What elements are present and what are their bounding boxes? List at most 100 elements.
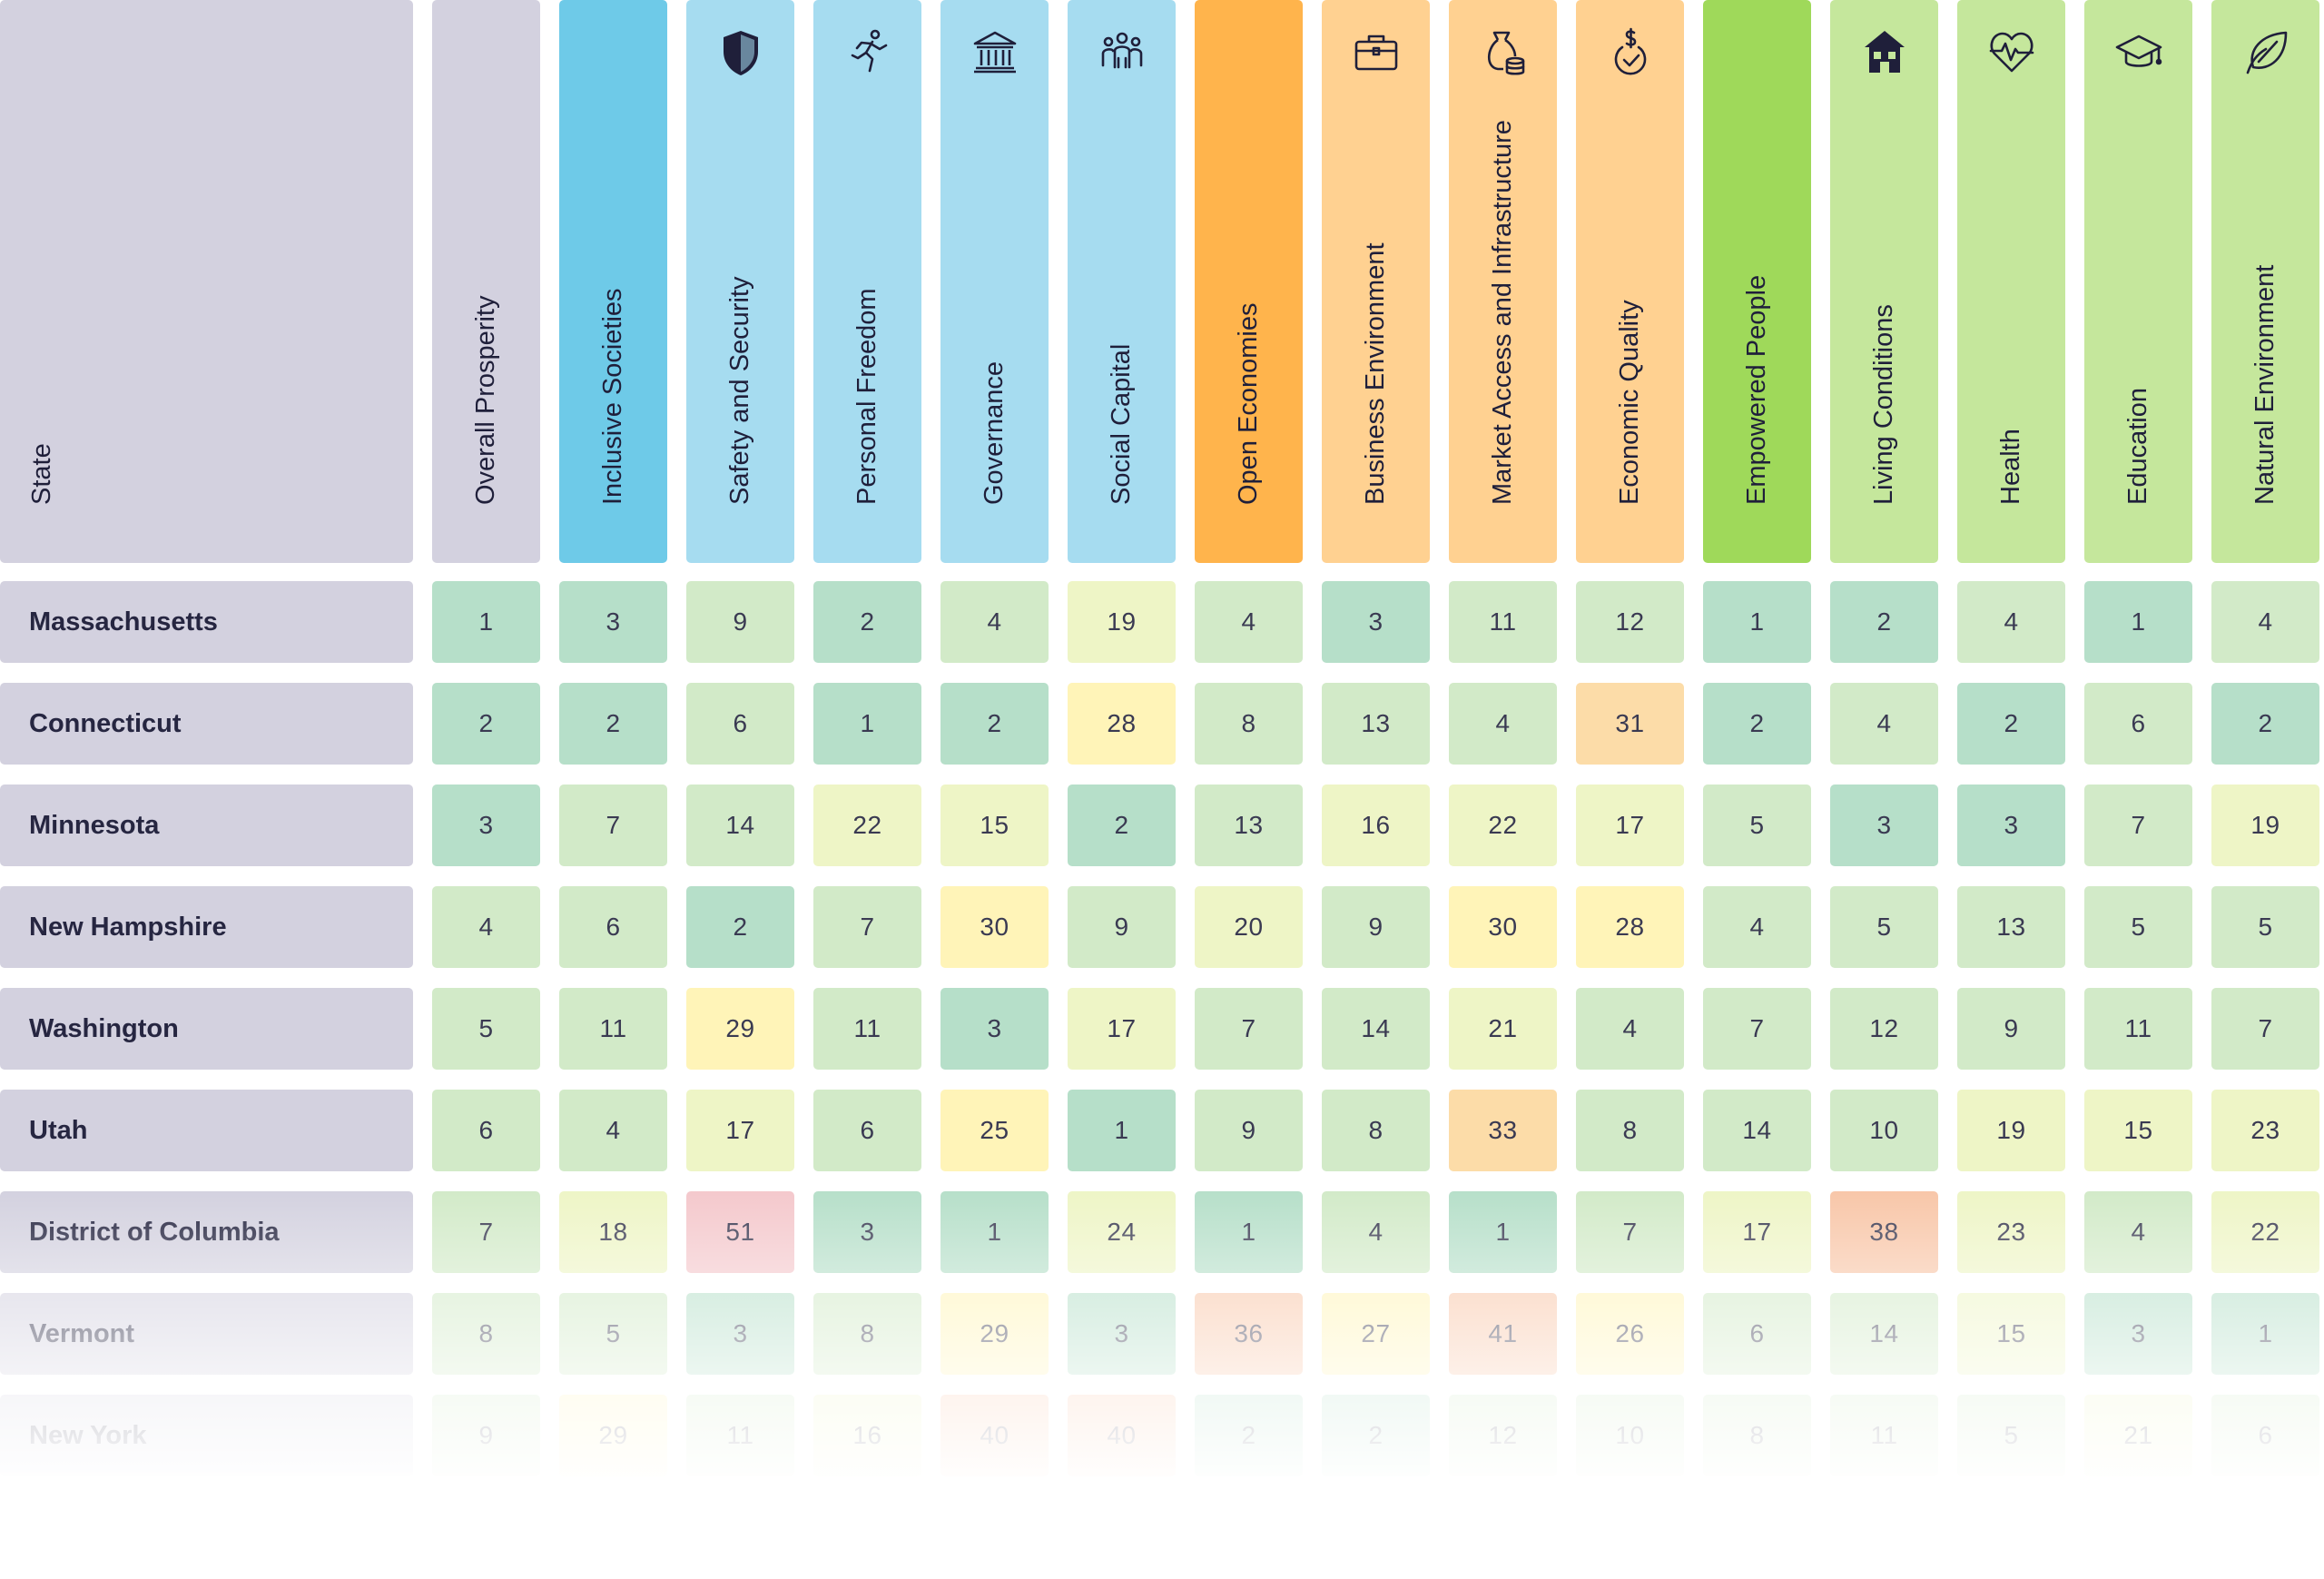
rank-cell-health: 4	[1957, 581, 2065, 663]
rank-cell-market: 33	[1449, 1090, 1557, 1171]
state-name-cell[interactable]: Connecticut	[0, 683, 413, 765]
rank-cell-natural: 22	[2211, 1191, 2319, 1273]
state-name-cell[interactable]: District of Columbia	[0, 1191, 413, 1273]
rank-cell-natural: 4	[2211, 581, 2319, 663]
column-header-label: Education	[2122, 388, 2152, 505]
column-header-label: Economic Quality	[1614, 300, 1644, 505]
state-name-cell[interactable]: Massachusetts	[0, 581, 413, 663]
heart-pulse-icon	[1986, 25, 2037, 80]
state-name-cell[interactable]: Minnesota	[0, 785, 413, 866]
column-header-social[interactable]: Social Capital	[1068, 0, 1176, 563]
column-header-freedom[interactable]: Personal Freedom	[813, 0, 921, 563]
rank-cell-freedom: 2	[813, 581, 921, 663]
rank-cell-governance: 25	[940, 1090, 1049, 1171]
rank-cell-open: 2	[1195, 1395, 1303, 1476]
column-header-market[interactable]: Market Access and Infrastructure	[1449, 0, 1557, 563]
rank-cell-economic: 4	[1576, 988, 1684, 1070]
rank-cell-health: 5	[1957, 1395, 2065, 1476]
rank-cell-overall: 5	[432, 988, 540, 1070]
house-icon	[1859, 25, 1910, 80]
rank-cell-health: 13	[1957, 886, 2065, 968]
rank-cell-overall: 2	[432, 683, 540, 765]
rank-cell-education: 11	[2084, 988, 2192, 1070]
rank-cell-market: 4	[1449, 683, 1557, 765]
column-header-safety[interactable]: Safety and Security	[686, 0, 794, 563]
rank-cell-market: 30	[1449, 886, 1557, 968]
rank-cell-governance: 29	[940, 1293, 1049, 1375]
column-header-overall[interactable]: Overall Prosperity	[432, 0, 540, 563]
rank-cell-market: 41	[1449, 1293, 1557, 1375]
rank-cell-open: 8	[1195, 683, 1303, 765]
people-group-icon	[1097, 25, 1147, 80]
rank-cell-overall: 1	[432, 581, 540, 663]
rank-cell-governance: 2	[940, 683, 1049, 765]
column-header-living[interactable]: Living Conditions	[1830, 0, 1938, 563]
rank-cell-overall: 6	[432, 1090, 540, 1171]
rank-cell-freedom: 1	[813, 683, 921, 765]
rank-cell-inclusive: 2	[559, 683, 667, 765]
rank-cell-social: 28	[1068, 683, 1176, 765]
rank-cell-safety: 9	[686, 581, 794, 663]
rank-cell-economic: 26	[1576, 1293, 1684, 1375]
rank-cell-social: 40	[1068, 1395, 1176, 1476]
rank-cell-natural: 5	[2211, 886, 2319, 968]
rank-cell-economic: 7	[1576, 1191, 1684, 1273]
rank-cell-education: 5	[2084, 886, 2192, 968]
rank-cell-economic: 8	[1576, 1090, 1684, 1171]
rank-cell-education: 4	[2084, 1191, 2192, 1273]
rank-cell-freedom: 11	[813, 988, 921, 1070]
rank-cell-safety: 17	[686, 1090, 794, 1171]
column-header-inclusive[interactable]: Inclusive Societies	[559, 0, 667, 563]
rank-cell-open: 13	[1195, 785, 1303, 866]
rank-cell-empowered: 17	[1703, 1191, 1811, 1273]
rank-cell-governance: 3	[940, 988, 1049, 1070]
rank-cell-empowered: 14	[1703, 1090, 1811, 1171]
rank-cell-business: 27	[1322, 1293, 1430, 1375]
column-header-label: Governance	[979, 361, 1009, 505]
column-header-empowered[interactable]: Empowered People	[1703, 0, 1811, 563]
column-header-business[interactable]: Business Environment	[1322, 0, 1430, 563]
rank-cell-living: 12	[1830, 988, 1938, 1070]
rank-cell-living: 11	[1830, 1395, 1938, 1476]
rank-cell-living: 4	[1830, 683, 1938, 765]
rank-cell-natural: 19	[2211, 785, 2319, 866]
rank-cell-business: 14	[1322, 988, 1430, 1070]
column-header-open[interactable]: Open Economies	[1195, 0, 1303, 563]
column-header-health[interactable]: Health	[1957, 0, 2065, 563]
rank-cell-social: 19	[1068, 581, 1176, 663]
state-name-cell[interactable]: Vermont	[0, 1293, 413, 1375]
column-header-governance[interactable]: Governance	[940, 0, 1049, 563]
rank-cell-living: 38	[1830, 1191, 1938, 1273]
rank-cell-business: 3	[1322, 581, 1430, 663]
column-header-natural[interactable]: Natural Environment	[2211, 0, 2319, 563]
column-header-education[interactable]: Education	[2084, 0, 2192, 563]
state-name-cell[interactable]: New York	[0, 1395, 413, 1476]
rank-cell-empowered: 1	[1703, 581, 1811, 663]
column-header-label: Overall Prosperity	[470, 295, 500, 505]
rank-cell-education: 7	[2084, 785, 2192, 866]
rank-cell-overall: 7	[432, 1191, 540, 1273]
rank-cell-governance: 4	[940, 581, 1049, 663]
rank-cell-health: 19	[1957, 1090, 2065, 1171]
rank-cell-governance: 1	[940, 1191, 1049, 1273]
rank-cell-social: 17	[1068, 988, 1176, 1070]
column-header-economic[interactable]: Economic Quality	[1576, 0, 1684, 563]
state-name-cell[interactable]: Washington	[0, 988, 413, 1070]
rank-cell-open: 36	[1195, 1293, 1303, 1375]
rank-cell-economic: 28	[1576, 886, 1684, 968]
rank-cell-social: 9	[1068, 886, 1176, 968]
column-header-label: Health	[1995, 429, 2025, 505]
rank-cell-education: 21	[2084, 1395, 2192, 1476]
rank-cell-safety: 3	[686, 1293, 794, 1375]
rank-cell-living: 2	[1830, 581, 1938, 663]
rank-cell-freedom: 7	[813, 886, 921, 968]
rank-cell-inclusive: 5	[559, 1293, 667, 1375]
state-name-cell[interactable]: Utah	[0, 1090, 413, 1171]
state-name-cell[interactable]: New Hampshire	[0, 886, 413, 968]
shield-icon	[715, 25, 766, 80]
column-header-label: Empowered People	[1741, 274, 1771, 505]
rank-cell-market: 21	[1449, 988, 1557, 1070]
rank-cell-empowered: 6	[1703, 1293, 1811, 1375]
rank-cell-safety: 6	[686, 683, 794, 765]
